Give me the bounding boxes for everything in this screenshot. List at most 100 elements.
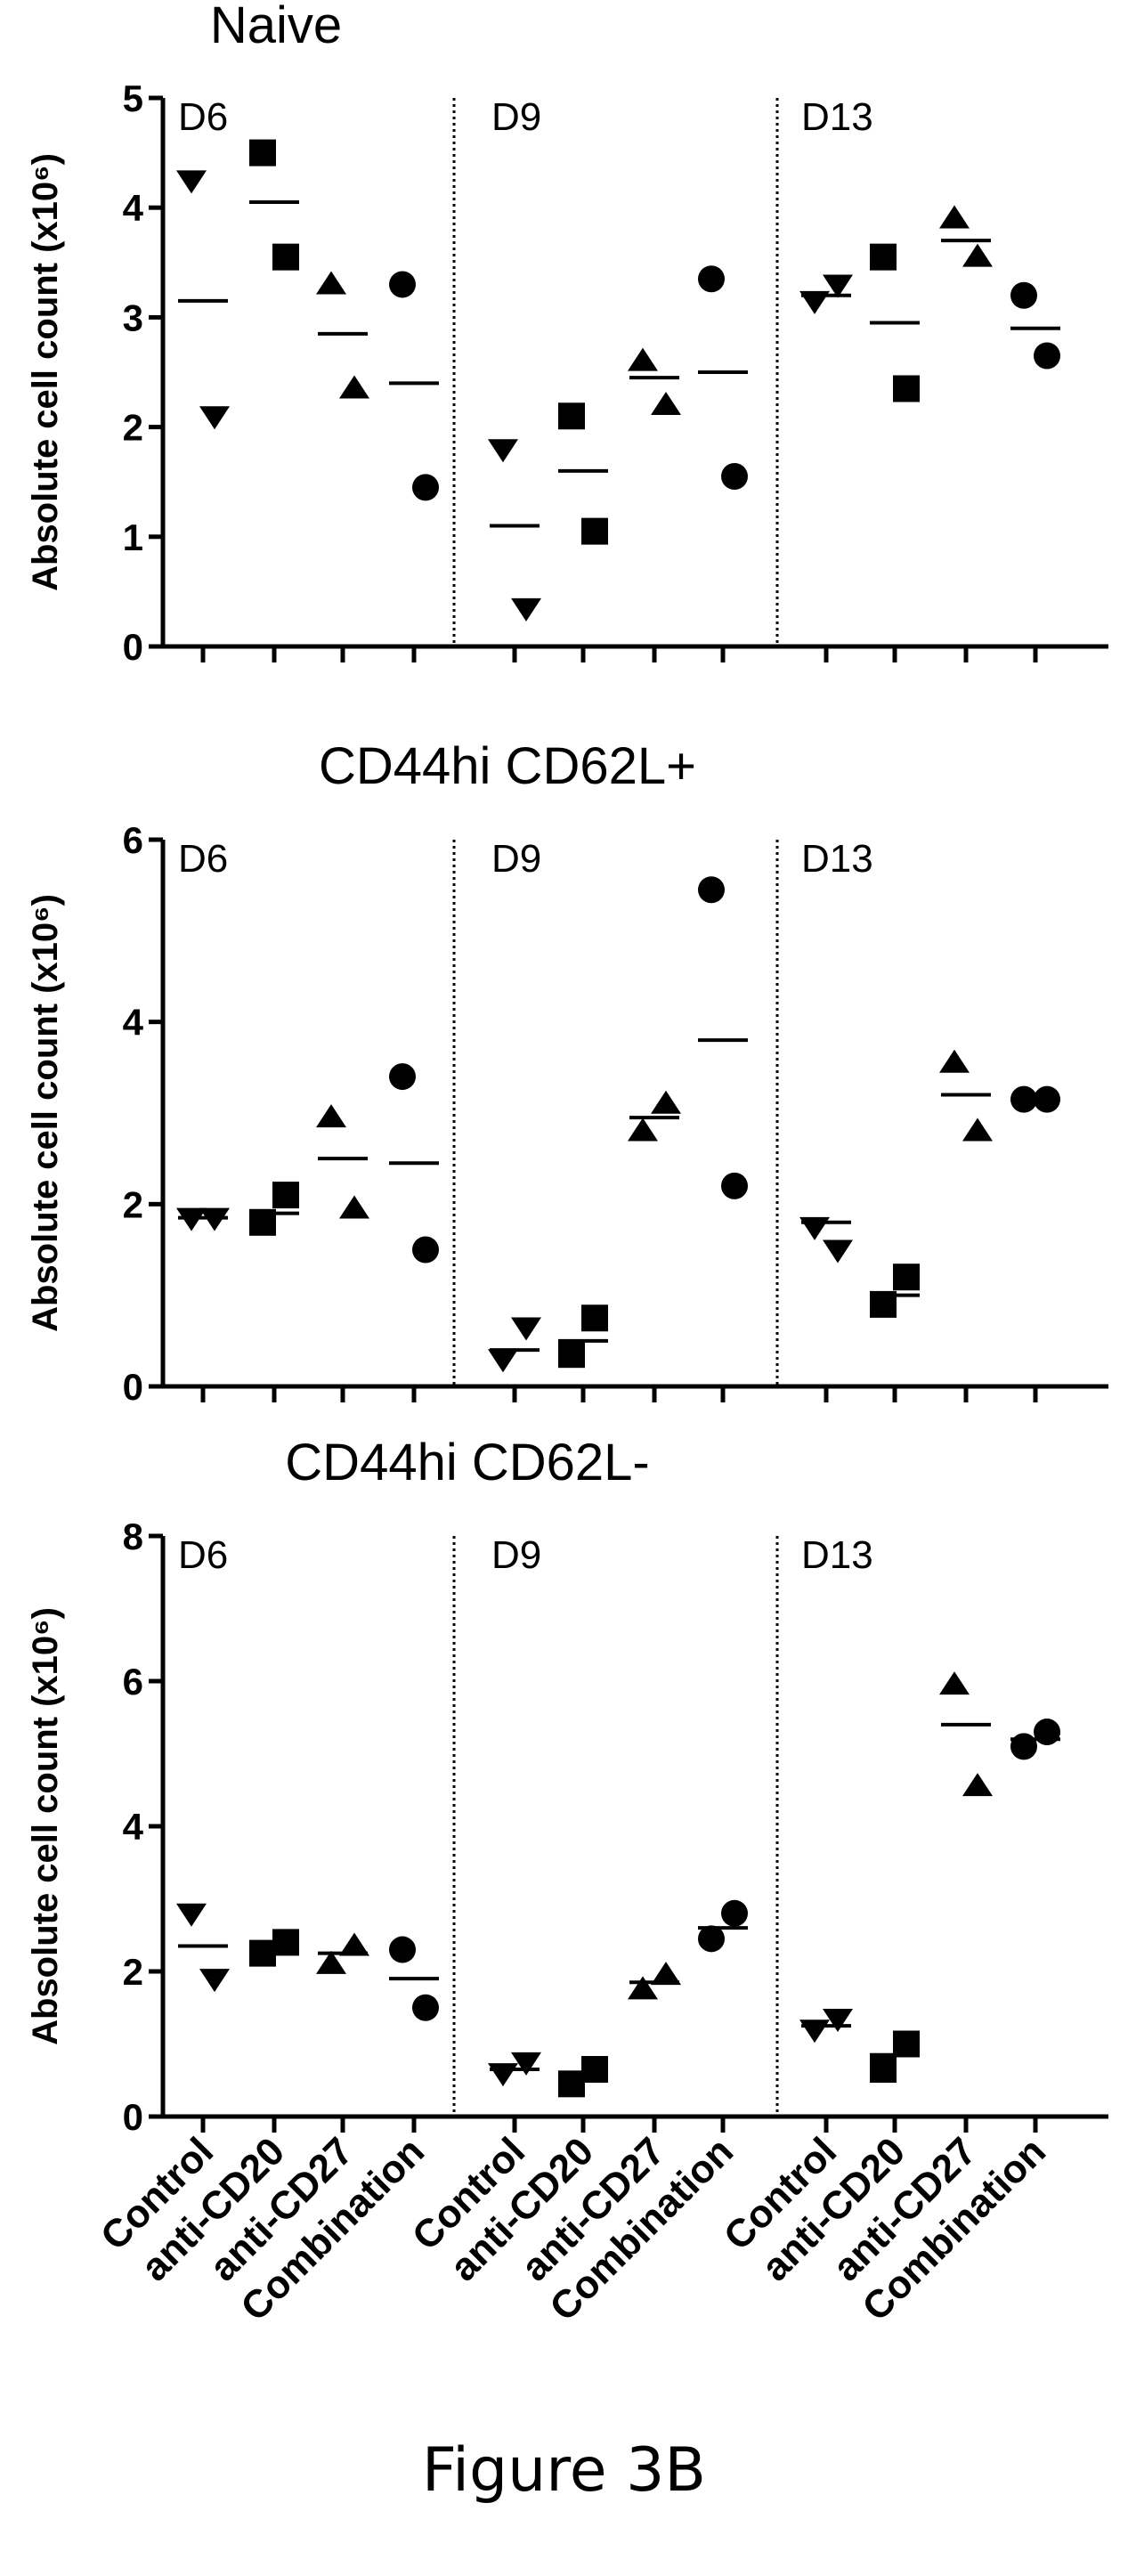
data-point xyxy=(389,1936,416,1963)
data-point xyxy=(511,2052,541,2076)
data-point xyxy=(412,1994,439,2021)
y-tick-label: 6 xyxy=(123,1661,143,1702)
data-point xyxy=(698,265,725,293)
data-point xyxy=(176,1903,207,1927)
data-point xyxy=(651,1090,681,1114)
data-point xyxy=(893,2030,920,2058)
data-point xyxy=(651,391,681,415)
data-point xyxy=(823,1239,853,1264)
data-point xyxy=(558,1341,585,1369)
chart-title: CD44hi CD62L+ xyxy=(319,737,696,795)
y-tick-label: 5 xyxy=(123,77,143,119)
day-label-d9: D9 xyxy=(491,837,541,881)
data-point xyxy=(721,1899,748,1927)
data-point xyxy=(339,375,369,399)
day-label-d6: D6 xyxy=(178,1533,228,1577)
figure-caption: Figure 3B xyxy=(421,2435,707,2506)
data-point xyxy=(893,375,920,402)
day-label-d6: D6 xyxy=(178,95,228,139)
day-label-d6: D6 xyxy=(178,837,228,881)
data-point xyxy=(962,1117,993,1142)
data-point xyxy=(721,1172,748,1199)
data-point xyxy=(581,2056,608,2084)
data-point xyxy=(249,1939,276,1967)
day-label-d9: D9 xyxy=(491,95,541,139)
y-tick-label: 0 xyxy=(123,626,143,668)
data-point xyxy=(628,347,658,371)
y-tick-label: 4 xyxy=(123,187,144,229)
data-point xyxy=(558,402,585,430)
day-label-d13: D13 xyxy=(801,95,873,139)
data-point xyxy=(628,1976,658,2000)
data-point xyxy=(199,406,230,430)
data-point xyxy=(316,271,346,295)
data-point xyxy=(1010,281,1037,309)
data-point xyxy=(870,2056,897,2084)
y-axis-label: Absolute cell count (x10⁶) xyxy=(26,894,65,1332)
data-point xyxy=(389,271,416,298)
data-point xyxy=(962,243,993,267)
data-point xyxy=(511,1317,541,1341)
data-point xyxy=(272,1929,299,1956)
x-axis-category-labels: Controlanti-CD20anti-CD27CombinationCont… xyxy=(93,2129,1054,2329)
y-axis-label: Absolute cell count (x10⁶) xyxy=(26,153,65,591)
data-point xyxy=(721,463,748,491)
data-point xyxy=(581,1304,608,1332)
data-point xyxy=(412,474,439,501)
chart-panel-2: CD44hi CD62L+ Absolute cell count (x10⁶) 0… xyxy=(26,737,1108,1408)
y-tick-label: 3 xyxy=(123,297,143,338)
y-tick-label: 2 xyxy=(123,1951,143,1993)
y-tick-label: 1 xyxy=(123,516,143,558)
y-axis-label: Absolute cell count (x10⁶) xyxy=(26,1607,65,2045)
data-point xyxy=(893,1264,920,1291)
data-point xyxy=(581,517,608,545)
data-point xyxy=(488,439,518,463)
data-point xyxy=(1034,342,1060,370)
data-point xyxy=(558,2070,585,2098)
y-tick-label: 6 xyxy=(123,819,143,861)
data-point xyxy=(823,274,853,298)
data-point xyxy=(939,205,970,229)
y-tick-label: 0 xyxy=(123,1366,143,1408)
data-point xyxy=(962,1773,993,1797)
chart-title: Naive xyxy=(210,0,342,54)
data-point xyxy=(799,2019,830,2044)
data-point xyxy=(651,1962,681,1986)
data-point xyxy=(339,1195,369,1219)
y-tick-label: 4 xyxy=(123,1002,144,1044)
y-tick-label: 2 xyxy=(123,407,143,449)
data-point xyxy=(272,1182,299,1209)
data-point xyxy=(412,1236,439,1264)
chart-panel-3: CD44hi CD62L- Absolute cell count (x10⁶) 0… xyxy=(26,1434,1108,2138)
data-point xyxy=(1010,1733,1037,1760)
day-label-d13: D13 xyxy=(801,837,873,881)
data-point xyxy=(339,1932,369,1956)
data-point xyxy=(389,1063,416,1091)
y-tick-label: 8 xyxy=(123,1516,143,1557)
data-point xyxy=(939,1671,970,1695)
day-label-d13: D13 xyxy=(801,1533,873,1577)
data-point xyxy=(628,1117,658,1142)
y-tick-label: 4 xyxy=(123,1806,144,1848)
data-point xyxy=(199,1969,230,1993)
chart-title: CD44hi CD62L- xyxy=(285,1434,649,1491)
data-point xyxy=(870,243,897,271)
y-tick-label: 2 xyxy=(123,1183,143,1225)
data-point xyxy=(698,876,725,904)
data-point xyxy=(823,2008,853,2032)
day-label-d9: D9 xyxy=(491,1533,541,1577)
data-point xyxy=(1034,1719,1060,1746)
data-point xyxy=(316,1950,346,1974)
data-point xyxy=(316,1104,346,1128)
data-point xyxy=(176,170,207,194)
data-point xyxy=(249,139,276,167)
data-point xyxy=(698,1925,725,1953)
data-point xyxy=(272,243,299,271)
data-point xyxy=(488,2063,518,2087)
chart-panel-1: Naive Absolute cell count (x10⁶) 0 1 2 3 4 5 D6 D… xyxy=(26,0,1108,668)
data-point xyxy=(488,1349,518,1373)
y-tick-label: 0 xyxy=(123,2096,143,2138)
data-point xyxy=(939,1049,970,1073)
data-point xyxy=(511,597,541,622)
